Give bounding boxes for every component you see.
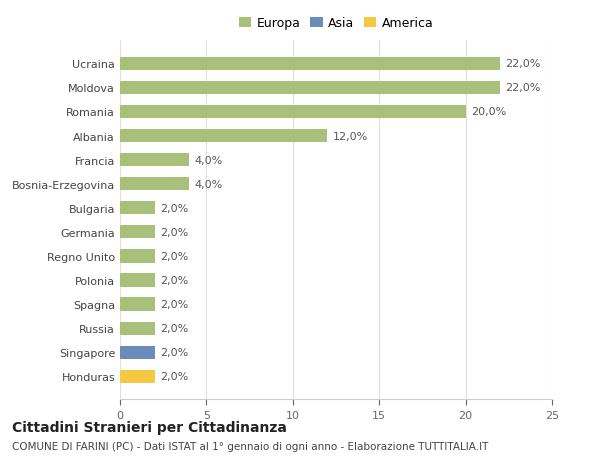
Text: 2,0%: 2,0% — [160, 227, 188, 237]
Text: Cittadini Stranieri per Cittadinanza: Cittadini Stranieri per Cittadinanza — [12, 420, 287, 434]
Text: 2,0%: 2,0% — [160, 252, 188, 261]
Bar — [120, 154, 189, 167]
Text: 22,0%: 22,0% — [505, 83, 541, 93]
Text: 12,0%: 12,0% — [332, 131, 368, 141]
Legend: Europa, Asia, America: Europa, Asia, America — [239, 17, 433, 30]
Text: 22,0%: 22,0% — [505, 59, 541, 69]
Bar — [120, 202, 155, 215]
Bar — [120, 346, 155, 359]
Text: 2,0%: 2,0% — [160, 371, 188, 381]
Bar — [120, 322, 155, 335]
Text: 2,0%: 2,0% — [160, 299, 188, 309]
Text: 4,0%: 4,0% — [194, 155, 223, 165]
Bar — [120, 82, 500, 95]
Text: 2,0%: 2,0% — [160, 324, 188, 333]
Text: 2,0%: 2,0% — [160, 275, 188, 285]
Bar — [120, 178, 189, 191]
Bar — [120, 250, 155, 263]
Text: 2,0%: 2,0% — [160, 203, 188, 213]
Bar — [120, 129, 328, 143]
Bar — [120, 370, 155, 383]
Text: 20,0%: 20,0% — [471, 107, 506, 117]
Bar — [120, 298, 155, 311]
Text: COMUNE DI FARINI (PC) - Dati ISTAT al 1° gennaio di ogni anno - Elaborazione TUT: COMUNE DI FARINI (PC) - Dati ISTAT al 1°… — [12, 441, 488, 451]
Text: 4,0%: 4,0% — [194, 179, 223, 189]
Bar — [120, 57, 500, 71]
Text: 2,0%: 2,0% — [160, 347, 188, 358]
Bar — [120, 106, 466, 119]
Bar — [120, 274, 155, 287]
Bar — [120, 226, 155, 239]
